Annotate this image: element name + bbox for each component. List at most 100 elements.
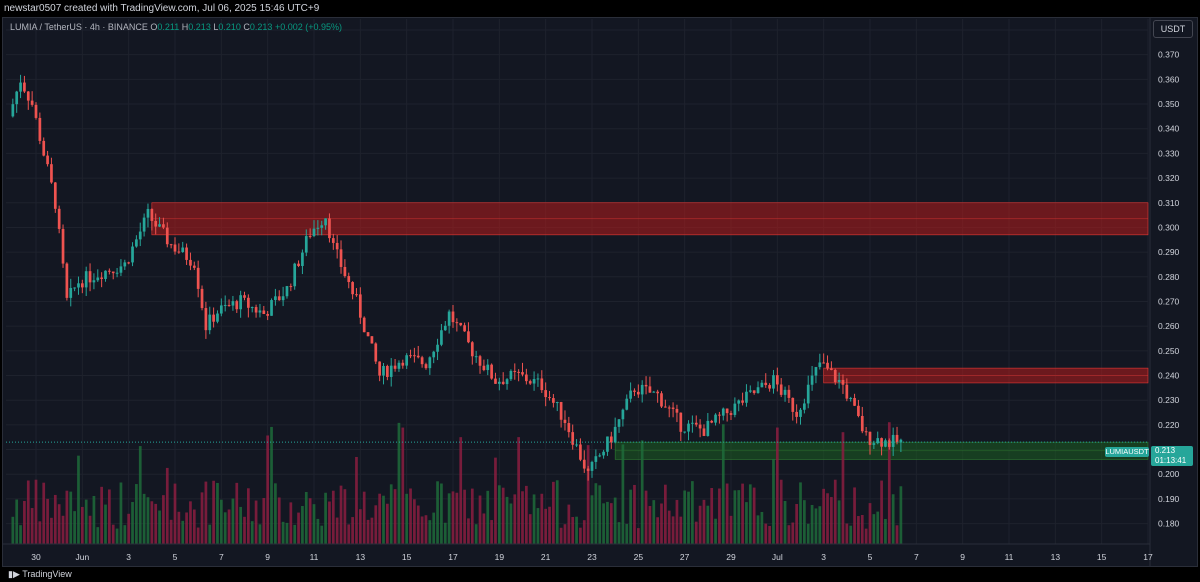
y-tick-label: 0.190 xyxy=(1158,494,1180,504)
volume-bar xyxy=(69,491,73,544)
candle xyxy=(737,400,741,404)
candle xyxy=(463,325,466,332)
volume-bar xyxy=(679,516,683,544)
candle xyxy=(173,244,177,252)
volume-bar xyxy=(386,503,389,544)
volume-bar xyxy=(497,485,501,544)
candle xyxy=(335,242,339,250)
candle xyxy=(50,164,53,183)
volume-bar xyxy=(621,444,625,544)
currency-unit-button[interactable]: USDT xyxy=(1153,20,1193,38)
volume-bar xyxy=(420,516,424,544)
x-tick-label: 7 xyxy=(219,552,224,562)
volume-bar xyxy=(667,510,671,544)
candle xyxy=(532,379,536,384)
candle xyxy=(544,390,548,398)
candle xyxy=(189,259,192,266)
volume-bar xyxy=(644,490,648,544)
candle xyxy=(451,311,455,323)
candle xyxy=(791,397,795,412)
candle xyxy=(115,272,119,274)
volume-bar xyxy=(598,485,602,544)
candle xyxy=(389,365,393,377)
grid-lines xyxy=(6,19,1149,544)
volume-bar xyxy=(575,516,578,544)
candle xyxy=(150,208,154,221)
price-zones xyxy=(151,202,1149,460)
candle xyxy=(752,390,756,394)
candle xyxy=(420,357,424,365)
volume-bar xyxy=(351,517,354,544)
volume-bar xyxy=(53,494,57,544)
volume-bar xyxy=(15,499,19,544)
volume-bar xyxy=(158,510,161,544)
symbol-title: LUMIA / TetherUS · 4h · BINANCE xyxy=(10,22,148,32)
volume-bar xyxy=(455,492,459,544)
candle xyxy=(409,355,412,357)
volume-bar xyxy=(664,484,667,544)
price-tag-price: 0.213 xyxy=(1155,446,1176,455)
candle xyxy=(517,371,520,373)
candle xyxy=(490,364,493,379)
candle xyxy=(509,370,513,380)
candle xyxy=(725,408,729,414)
x-tick-label: 3 xyxy=(821,552,826,562)
candle xyxy=(803,403,806,410)
volume-bar xyxy=(822,488,826,544)
candle xyxy=(258,310,262,313)
volume-bar xyxy=(347,524,351,544)
last-price-tag: LUMIAUSDT 0.213 01:13:41 xyxy=(1105,446,1193,466)
candle xyxy=(602,451,605,456)
candle xyxy=(656,391,659,394)
volume-bar xyxy=(223,512,227,544)
candle xyxy=(235,301,239,310)
candle xyxy=(104,270,107,279)
candle xyxy=(239,295,242,310)
candle xyxy=(768,385,771,389)
candlestick-chart[interactable]: 0.3800.3700.3600.3500.3400.3300.3200.310… xyxy=(2,17,1198,567)
volume-bar xyxy=(799,482,802,544)
candle xyxy=(42,140,46,156)
volume-bar xyxy=(92,495,96,544)
volume-bar xyxy=(636,528,640,544)
candle xyxy=(88,271,92,283)
candle xyxy=(594,456,598,462)
x-tick-label: Jun xyxy=(75,552,89,562)
candle xyxy=(274,296,277,301)
volume-bar xyxy=(559,527,563,544)
candle xyxy=(710,420,714,423)
volume-bar xyxy=(760,512,764,544)
attribution-text: newstar0507 created with TradingView.com… xyxy=(4,3,320,14)
candle xyxy=(756,387,760,394)
y-tick-label: 0.240 xyxy=(1158,371,1180,381)
volume-bar xyxy=(818,506,822,544)
volume-bar xyxy=(127,513,131,544)
volume-bar xyxy=(864,528,868,544)
change-value: +0.002 (+0.95%) xyxy=(274,22,343,32)
candle xyxy=(61,228,65,264)
volume-bar xyxy=(258,524,262,544)
candle xyxy=(640,384,644,395)
volume-bar xyxy=(521,491,524,544)
candle xyxy=(687,423,690,432)
volume-bar xyxy=(389,484,393,544)
volume-bar xyxy=(810,505,814,544)
y-tick-label: 0.260 xyxy=(1158,321,1180,331)
volume-bar xyxy=(594,483,598,544)
volume-bar xyxy=(370,517,374,544)
candle xyxy=(65,263,69,298)
volume-bar xyxy=(111,524,115,544)
volume-bar xyxy=(857,516,860,544)
candle xyxy=(370,336,374,344)
volume-bar xyxy=(775,427,779,544)
candle xyxy=(648,386,652,393)
time-axis: 30 Jun 3 5 7 9 11 13 15 17 19 21 23 25 27 29 Jul 3 5 7 9 11 13… xyxy=(2,543,1153,562)
candle xyxy=(679,412,683,432)
candle xyxy=(482,365,486,371)
volume-bar xyxy=(146,497,150,544)
volume-bar xyxy=(61,515,65,544)
volume-bar xyxy=(656,517,659,544)
volume-bar xyxy=(119,482,123,544)
candle xyxy=(636,391,640,395)
volume-bar xyxy=(204,481,208,544)
